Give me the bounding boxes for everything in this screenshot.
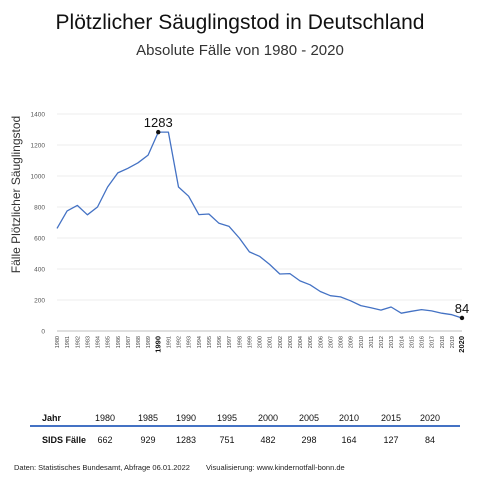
x-tick-label: 1980 [55, 336, 61, 348]
x-tick-label: 2004 [298, 336, 304, 348]
x-tick-label: 2020 [457, 336, 466, 353]
y-tick-label: 800 [34, 205, 45, 212]
x-tick-label: 2018 [440, 336, 446, 348]
x-tick-label: 2013 [389, 336, 395, 348]
table-year-cell: 2015 [380, 413, 402, 423]
x-tick-label: 2002 [278, 336, 284, 348]
x-tick-label: 1992 [177, 336, 183, 348]
summary-table: Jahr 1980 1985 1990 1995 2000 2005 2010 … [30, 407, 460, 451]
table-year-cell: 2010 [338, 413, 360, 423]
visualization-credit: Visualisierung: www.kindernotfall-bonn.d… [206, 463, 345, 472]
table-case-cell: 84 [424, 435, 435, 445]
y-tick-label: 1000 [31, 174, 46, 181]
x-tick-label: 1989 [146, 336, 152, 348]
data-series-line [56, 131, 463, 319]
x-tick-label: 1988 [136, 336, 142, 348]
x-tick-label: 1990 [153, 336, 162, 353]
annotation-label: 1283 [144, 115, 173, 130]
y-tick-label: 200 [34, 298, 45, 305]
table-year-cell: 1980 [94, 413, 116, 423]
x-tick-label: 1994 [197, 336, 203, 348]
line-chart: 0 200 400 600 800 1000 1200 1400 Fälle Plötzlich… [9, 112, 469, 353]
x-tick-label: 2003 [288, 336, 294, 348]
x-tick-label: 2008 [339, 336, 345, 348]
x-tick-label: 2016 [420, 336, 426, 348]
table-case-cell: 482 [260, 435, 276, 445]
x-tick-label: 1991 [166, 336, 172, 348]
y-tick-label: 400 [34, 267, 45, 274]
table-header-row: Jahr 1980 1985 1990 1995 2000 2005 2010 … [30, 407, 460, 429]
table-header-label: Jahr [42, 413, 62, 423]
x-tick-label: 2015 [409, 336, 415, 348]
x-tick-label: 1985 [106, 336, 112, 348]
x-tick-label: 2011 [369, 336, 375, 348]
x-tick-label: 2017 [430, 336, 436, 348]
x-tick-label: 2010 [359, 336, 365, 348]
x-tick-label: 1982 [75, 336, 81, 348]
x-tick-label: 2012 [379, 336, 385, 348]
y-tick-label: 600 [34, 236, 45, 243]
chart-title: Plötzlicher Säuglingstod in Deutschland [55, 11, 425, 34]
table-case-cell: 164 [341, 435, 357, 445]
table-year-cell: 2000 [257, 413, 279, 423]
table-data-row: SIDS Fälle 662 929 1283 751 482 298 164 … [30, 429, 460, 451]
x-tick-label: 1999 [247, 336, 253, 348]
x-tick-label: 1995 [207, 336, 213, 348]
y-tick-label: 1200 [31, 143, 46, 150]
table-year-cell: 2005 [298, 413, 320, 423]
y-tick-label: 0 [41, 329, 45, 336]
table-case-cell: 751 [219, 435, 235, 445]
x-tick-label: 2014 [399, 336, 405, 348]
x-tick-label: 2001 [268, 336, 274, 348]
x-tick-label: 1996 [217, 336, 223, 348]
x-tick-label: 2019 [450, 336, 456, 348]
x-tick-label: 1987 [126, 336, 132, 348]
x-tick-label: 1986 [116, 336, 122, 348]
x-tick-label: 2007 [328, 336, 334, 348]
table-year-cell: 1985 [137, 413, 159, 423]
x-tick-label: 2005 [308, 336, 314, 348]
table-row-label: SIDS Fälle [42, 435, 87, 445]
y-tick-label: 1400 [31, 112, 46, 119]
x-tick-label: 1981 [65, 336, 71, 348]
x-tick-label: 1998 [237, 336, 243, 348]
chart-subtitle: Absolute Fälle von 1980 - 2020 [136, 42, 344, 59]
x-tick-label: 2000 [258, 336, 264, 348]
x-tick-label: 1997 [227, 336, 233, 348]
table-year-cell: 2020 [419, 413, 441, 423]
table-case-cell: 929 [140, 435, 156, 445]
table-case-cell: 298 [301, 435, 317, 445]
x-tick-label: 1993 [187, 336, 193, 348]
data-source-note: Daten: Statistisches Bundesamt, Abfrage … [14, 463, 190, 472]
x-tick-label: 2006 [318, 336, 324, 348]
annotation-point [459, 315, 465, 321]
y-axis-label: Fälle Plötzlicher Säuglingstod [9, 116, 23, 273]
x-tick-label: 1984 [96, 336, 102, 348]
table-case-cell: 662 [97, 435, 113, 445]
table-year-cell: 1990 [175, 413, 197, 423]
table-divider [30, 425, 460, 427]
x-tick-label: 2009 [349, 336, 355, 348]
table-case-cell: 127 [383, 435, 399, 445]
table-year-cell: 1995 [216, 413, 238, 423]
table-case-cell: 1283 [175, 435, 197, 445]
x-tick-label: 1983 [85, 336, 91, 348]
annotation-point [156, 129, 161, 135]
annotation-label: 84 [455, 301, 469, 316]
